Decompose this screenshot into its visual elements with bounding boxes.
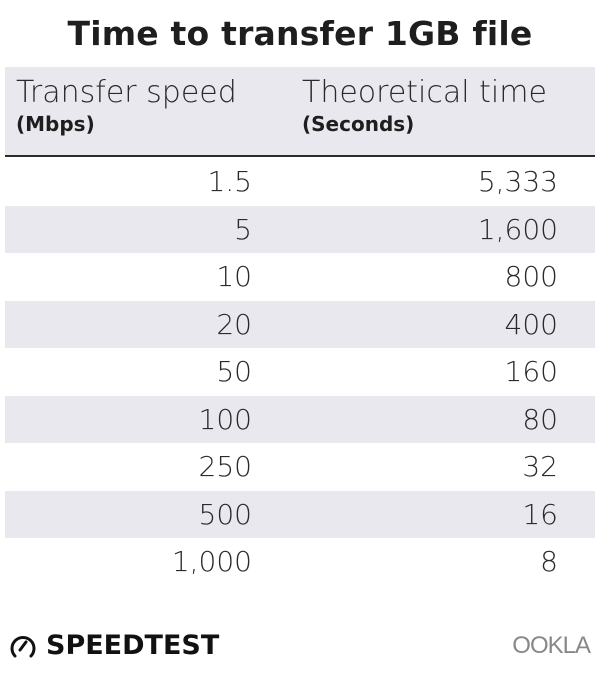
time-cell: 5,333 [477, 165, 558, 198]
speed-cell: 20 [216, 307, 252, 341]
time-cell: 32 [522, 450, 558, 483]
table-row: 500 16 [5, 490, 595, 538]
column-unit: (Seconds) [302, 112, 415, 136]
speed-cell: 5 [234, 212, 252, 246]
table-body: 1.5 5,333 5 1,600 10 800 20 400 50 160 100 80 250 32 5… [5, 158, 595, 586]
speed-cell: 100 [198, 402, 252, 436]
table-row: 50 160 [5, 348, 595, 396]
column-unit: (Mbps) [16, 112, 95, 136]
speedtest-logo: SPEEDTEST [8, 630, 219, 661]
speedometer-icon [10, 635, 36, 657]
ookla-logo: OOKLA [512, 632, 591, 659]
speed-cell: 50 [216, 355, 252, 388]
table-row: 5 1,600 [5, 205, 595, 253]
table-row: 100 80 [5, 395, 595, 443]
speed-cell: 250 [198, 450, 252, 483]
time-cell: 1,600 [477, 212, 558, 246]
chart-title: Time to transfer 1GB file [67, 14, 533, 53]
speed-cell: 10 [216, 260, 252, 293]
time-cell: 400 [504, 307, 558, 341]
time-cell: 800 [504, 260, 558, 293]
speedtest-wordmark: SPEEDTEST [46, 630, 220, 661]
table-row: 10 800 [5, 253, 595, 301]
time-cell: 16 [522, 497, 558, 531]
column-label: Transfer speed [16, 75, 237, 110]
column-header-speed: Transfer speed (Mbps) [16, 75, 237, 136]
table-row: 250 32 [5, 443, 595, 491]
speed-cell: 1,000 [171, 545, 252, 578]
speed-cell: 1.5 [207, 165, 252, 198]
time-cell: 160 [504, 355, 558, 388]
time-cell: 8 [540, 545, 558, 578]
table-row: 20 400 [5, 300, 595, 348]
column-label: Theoretical time [302, 75, 547, 110]
column-header-time: Theoretical time (Seconds) [302, 75, 547, 136]
time-cell: 80 [522, 402, 558, 436]
table-header: Transfer speed (Mbps) Theoretical time (… [5, 67, 595, 157]
table-row: 1,000 8 [5, 538, 595, 586]
speed-cell: 500 [198, 497, 252, 531]
table-row: 1.5 5,333 [5, 158, 595, 206]
